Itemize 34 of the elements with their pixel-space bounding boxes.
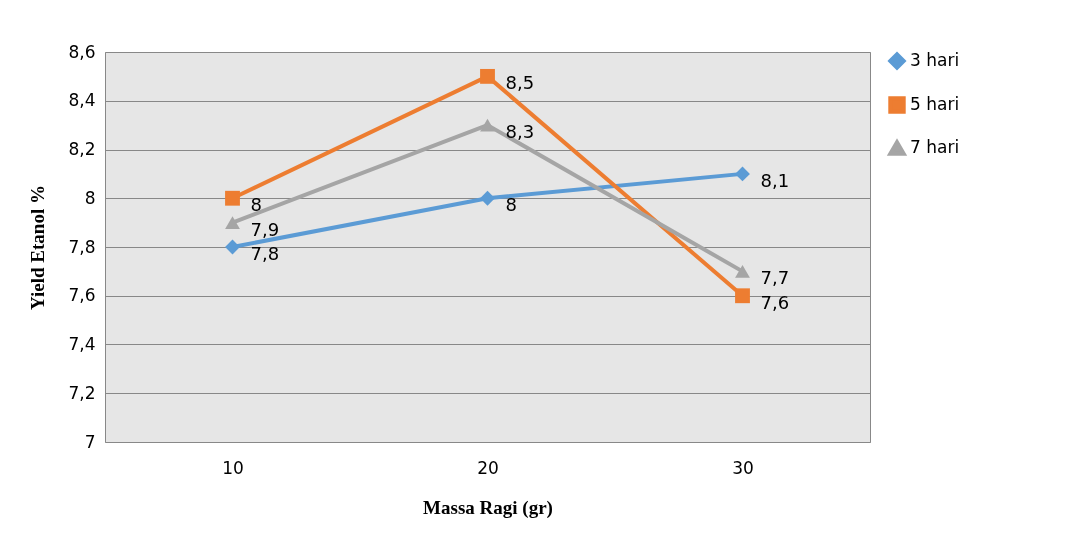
point <box>735 166 750 182</box>
y-tick-label: 8 <box>84 187 96 208</box>
x-axis-title: Massa Ragi (gr) <box>423 496 553 519</box>
point <box>480 118 495 132</box>
data-label: 8 <box>505 194 517 216</box>
x-tick-label: 20 <box>477 457 499 478</box>
y-tick-label: 7,2 <box>68 382 96 403</box>
data-label: 8 <box>250 194 262 216</box>
y-axis-title: Yield Etanol % <box>27 185 49 310</box>
data-label: 7,9 <box>250 218 280 240</box>
data-label: 8,3 <box>505 121 535 143</box>
legend-label: 7 hari <box>910 137 960 157</box>
y-tick-label: 7,6 <box>68 285 96 306</box>
data-label: 7,8 <box>250 243 280 264</box>
point <box>480 68 495 84</box>
y-tick-label: 8,6 <box>68 41 96 62</box>
x-tick-label: 10 <box>222 457 244 478</box>
x-tick-label: 30 <box>732 457 754 478</box>
y-tick-label: 7 <box>84 431 96 452</box>
y-tick-label: 7,4 <box>68 334 96 354</box>
point <box>225 190 240 206</box>
data-label: 8,1 <box>760 169 790 191</box>
point <box>735 264 750 278</box>
legend-label: 3 hari <box>910 50 960 70</box>
legend-label: 5 hari <box>910 94 960 114</box>
point <box>225 216 240 230</box>
data-label: 8,5 <box>505 72 535 94</box>
data-label: 7,7 <box>760 267 790 289</box>
point <box>480 190 495 206</box>
data-label: 7,6 <box>760 291 790 313</box>
y-tick-label: 8,2 <box>68 139 96 159</box>
y-tick-label: 8,4 <box>68 90 96 111</box>
y-tick-label: 7,8 <box>68 236 96 257</box>
point <box>735 288 750 304</box>
